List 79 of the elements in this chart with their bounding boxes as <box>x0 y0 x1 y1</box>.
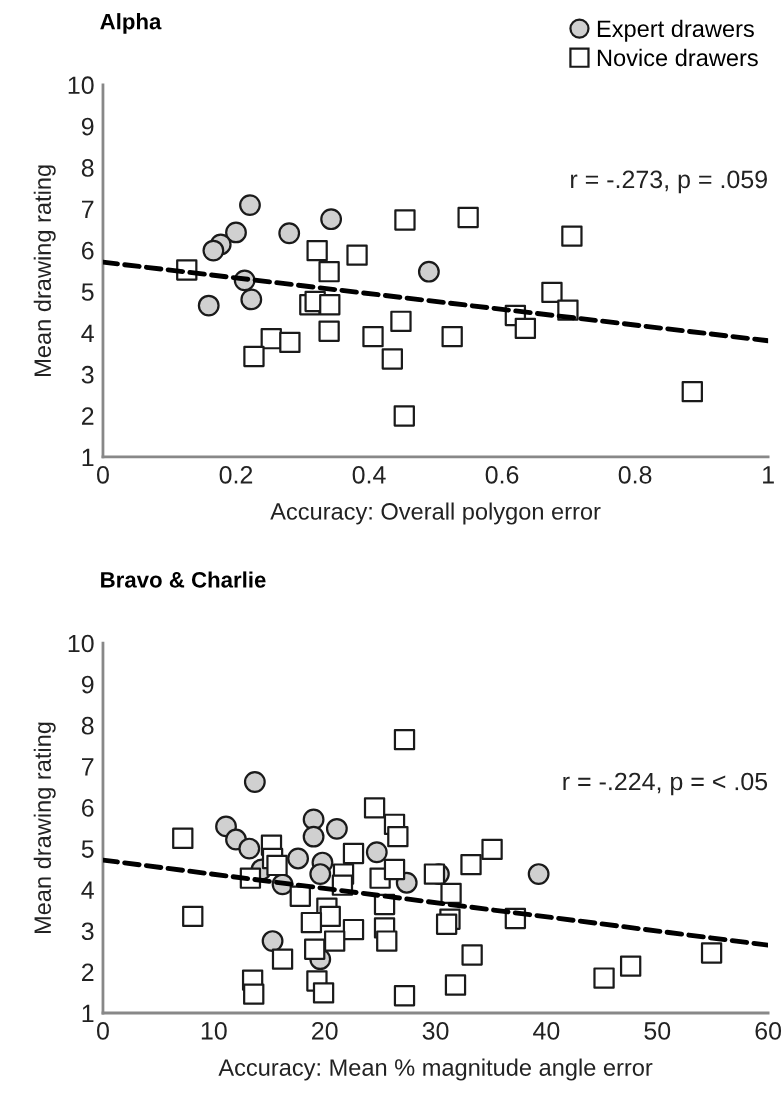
point <box>243 771 266 793</box>
y-tick-label: 5 <box>81 283 94 301</box>
point <box>287 847 310 870</box>
point <box>444 974 467 996</box>
point <box>365 841 388 864</box>
y-tick-label: 8 <box>81 716 94 735</box>
point <box>238 837 261 860</box>
point <box>271 948 294 970</box>
x-tick-label: 40 <box>533 1022 560 1040</box>
point <box>202 239 225 262</box>
point <box>619 955 642 977</box>
y-tick-label: 10 <box>68 76 94 95</box>
y-tick-label: 4 <box>81 324 94 342</box>
point <box>320 208 343 231</box>
x-tick-label: 50 <box>644 1022 671 1040</box>
point <box>435 913 458 935</box>
legend-label: Expert drawers <box>597 19 754 42</box>
x-tick-label: 0 <box>96 1022 109 1040</box>
point <box>527 863 550 885</box>
point <box>319 294 341 316</box>
y-tick-label: 4 <box>81 881 94 899</box>
annotation: r = -.224, p = < .05 <box>563 772 768 796</box>
x-axis-title: Accuracy: Overall polygon error <box>270 502 601 525</box>
y-axis-title: Mean drawing rating <box>33 165 56 376</box>
point <box>325 817 348 840</box>
x-tick-label: 0.8 <box>618 465 652 484</box>
y-tick-label: 1 <box>82 1004 94 1023</box>
x-tick-label: 10 <box>201 1022 227 1040</box>
point <box>304 938 326 960</box>
point <box>239 194 261 217</box>
chart-title: Bravo & Charlie <box>101 571 266 588</box>
y-axis-title: Mean drawing rating <box>33 722 56 934</box>
point <box>312 982 335 1004</box>
y-tick-label: 9 <box>81 117 94 136</box>
point <box>383 858 406 881</box>
y-tick-label: 6 <box>82 241 94 260</box>
x-tick-label: 1 <box>763 466 774 484</box>
x-tick-label: 0.4 <box>352 465 386 484</box>
point <box>700 942 723 964</box>
point <box>278 222 301 245</box>
point <box>266 854 288 877</box>
point <box>197 294 220 317</box>
point <box>514 317 537 340</box>
y-tick-label: 3 <box>81 365 94 384</box>
point <box>342 842 365 865</box>
point <box>225 221 247 244</box>
y-tick-label: 9 <box>81 675 94 694</box>
x-tick-label: 20 <box>312 1022 338 1040</box>
point <box>417 260 440 283</box>
y-tick-label: 1 <box>82 448 94 467</box>
point <box>376 930 398 952</box>
y-tick-label: 7 <box>82 758 94 776</box>
point <box>261 930 284 952</box>
x-tick-label: 0.6 <box>485 465 519 484</box>
point <box>387 825 409 848</box>
x-tick-label: 0 <box>96 465 109 484</box>
x-axis-title: Accuracy: Mean % magnitude angle error <box>218 1058 653 1081</box>
point <box>309 863 332 885</box>
y-tick-label: 7 <box>82 200 94 218</box>
point <box>363 797 386 819</box>
y-tick-label: 6 <box>82 799 94 817</box>
point <box>319 905 341 928</box>
point <box>243 983 265 1005</box>
x-tick-label: 0.2 <box>219 465 253 484</box>
point <box>393 728 416 751</box>
point <box>240 288 263 311</box>
y-tick-label: 3 <box>81 922 94 941</box>
chart-title: Alpha <box>100 13 162 34</box>
y-tick-label: 2 <box>81 963 94 981</box>
legend-label: Novice drawers <box>597 48 758 67</box>
y-tick-label: 10 <box>68 634 94 653</box>
y-tick-label: 5 <box>81 840 94 858</box>
point <box>393 985 416 1007</box>
y-tick-label: 2 <box>81 407 94 425</box>
x-tick-label: 60 <box>755 1022 782 1040</box>
x-tick-label: 30 <box>422 1022 449 1040</box>
point <box>302 825 325 848</box>
annotation: r = -.273, p = .059 <box>571 170 767 194</box>
y-tick-label: 8 <box>81 159 94 177</box>
